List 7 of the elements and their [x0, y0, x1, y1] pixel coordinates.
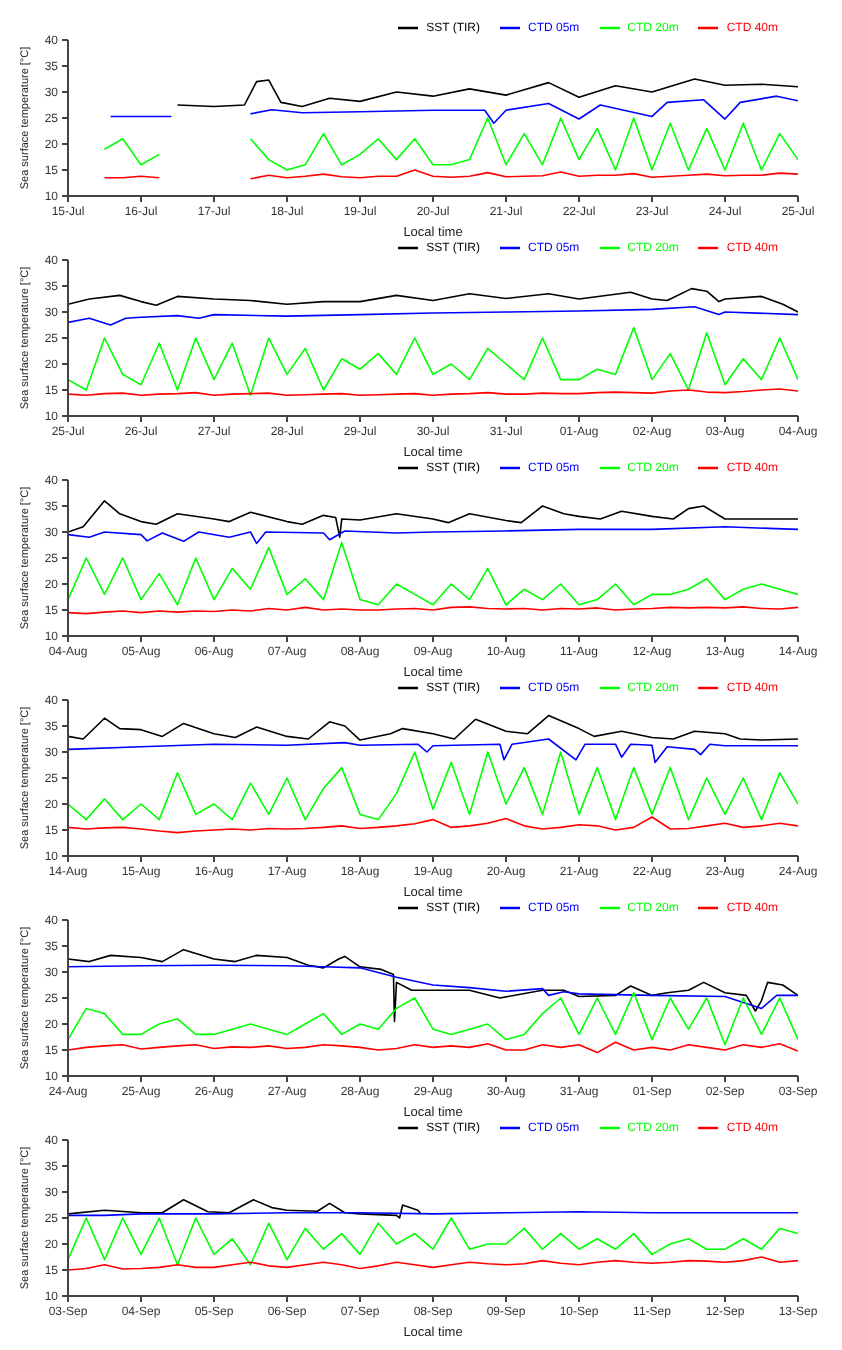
line-series	[68, 816, 798, 834]
line-series	[68, 326, 798, 396]
line-series	[68, 541, 798, 606]
line-series	[68, 1217, 798, 1266]
line-series	[68, 751, 798, 821]
line-series	[68, 992, 798, 1046]
line-series	[68, 1256, 798, 1271]
